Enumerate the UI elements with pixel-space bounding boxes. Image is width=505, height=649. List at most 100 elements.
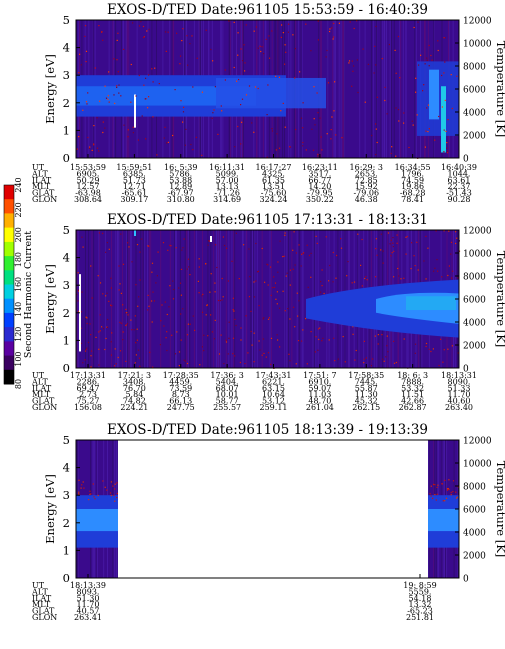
heatmap-speckle bbox=[289, 146, 291, 148]
heatmap-speckle bbox=[317, 20, 319, 22]
heatmap-speckle bbox=[267, 264, 269, 266]
orbit-value: 11.30 bbox=[355, 390, 378, 399]
orbit-value: -65.23 bbox=[407, 607, 433, 616]
heatmap-speckle bbox=[428, 65, 430, 67]
heatmap-speckle bbox=[152, 81, 154, 83]
heatmap-speckle bbox=[207, 335, 209, 337]
heatmap-speckle bbox=[362, 48, 364, 50]
heatmap-speckle bbox=[430, 350, 432, 353]
heatmap-speckle bbox=[255, 242, 257, 245]
heatmap-speckle bbox=[108, 300, 110, 302]
heatmap-speckle bbox=[318, 338, 320, 341]
heatmap-speckle bbox=[271, 128, 273, 130]
heatmap-speckle bbox=[78, 72, 80, 74]
heatmap-speckle bbox=[151, 300, 153, 302]
y-axis-label: Energy [eV] bbox=[43, 264, 57, 334]
heatmap-speckle bbox=[452, 270, 454, 272]
heatmap-speckle bbox=[441, 106, 443, 108]
heatmap-speckle bbox=[122, 331, 124, 333]
heatmap-speckle bbox=[222, 236, 224, 238]
heatmap-speckle bbox=[136, 328, 138, 330]
heatmap-speckle bbox=[176, 331, 178, 333]
heatmap-speckle bbox=[253, 281, 255, 283]
heatmap-speckle bbox=[135, 95, 137, 97]
heatmap-speckle bbox=[151, 271, 153, 273]
colorbar-tick-label: 180 bbox=[14, 252, 23, 267]
heatmap-streak bbox=[207, 230, 209, 368]
heatmap-speckle bbox=[352, 333, 354, 335]
heatmap-speckle bbox=[333, 36, 335, 38]
heatmap-speckle bbox=[387, 351, 389, 353]
heatmap-speckle bbox=[101, 326, 103, 328]
heatmap-speckle bbox=[262, 338, 265, 340]
heatmap-streak bbox=[384, 20, 386, 158]
heatmap-speckle bbox=[225, 339, 227, 341]
orbit-value: 66.77 bbox=[308, 176, 331, 185]
orbit-value: 54.18 bbox=[409, 594, 432, 603]
heatmap-speckle bbox=[102, 131, 104, 134]
heatmap-speckle bbox=[335, 277, 337, 279]
heatmap-speckle bbox=[403, 122, 405, 124]
heatmap-speckle bbox=[287, 308, 289, 310]
heatmap-speckle bbox=[375, 128, 377, 130]
heatmap-speckle bbox=[240, 104, 242, 106]
heatmap-speckle bbox=[244, 62, 246, 64]
heatmap-speckle bbox=[263, 53, 265, 55]
heatmap-speckle bbox=[190, 143, 192, 146]
orbit-value: 17:58:35 bbox=[348, 371, 384, 380]
heatmap-streak bbox=[115, 230, 117, 368]
heatmap-speckle bbox=[148, 74, 150, 76]
heatmap-speckle bbox=[105, 337, 107, 340]
heatmap-speckle bbox=[120, 95, 122, 97]
heatmap-speckle bbox=[447, 348, 449, 350]
heatmap-speckle bbox=[78, 491, 80, 493]
heatmap-speckle bbox=[423, 260, 425, 262]
heatmap-streak bbox=[391, 20, 392, 158]
heatmap-speckle bbox=[179, 282, 182, 284]
heatmap-speckle bbox=[447, 274, 449, 277]
heatmap-speckle bbox=[97, 275, 99, 277]
heatmap-speckle bbox=[205, 29, 207, 31]
heatmap-speckle bbox=[413, 255, 415, 257]
y2-axis-label: Temperature [K] bbox=[494, 461, 505, 558]
heatmap-speckle bbox=[233, 66, 235, 69]
heatmap-speckle bbox=[238, 78, 240, 81]
orbit-value: 50.29 bbox=[77, 176, 100, 185]
orbit-value: 12.89 bbox=[169, 182, 192, 191]
heatmap-speckle bbox=[116, 59, 118, 61]
heatmap-speckle bbox=[279, 147, 281, 149]
heatmap-speckle bbox=[237, 54, 239, 56]
heatmap-streak bbox=[364, 20, 366, 158]
heatmap-speckle bbox=[306, 363, 308, 365]
heatmap-speckle bbox=[443, 129, 445, 131]
heatmap-streak bbox=[296, 230, 298, 368]
heatmap-speckle bbox=[438, 115, 440, 118]
heatmap-speckle bbox=[277, 271, 279, 273]
y2-tick-label: 10000 bbox=[463, 40, 492, 50]
heatmap-speckle bbox=[80, 64, 82, 66]
heatmap-speckle bbox=[443, 37, 445, 39]
heatmap-streak bbox=[386, 20, 387, 158]
heatmap-speckle bbox=[431, 59, 433, 61]
heatmap-speckle bbox=[105, 251, 107, 253]
heatmap-speckle bbox=[405, 253, 407, 255]
heatmap-speckle bbox=[276, 133, 278, 135]
heatmap-speckle bbox=[424, 146, 426, 148]
heatmap-speckle bbox=[354, 359, 356, 361]
heatmap-speckle bbox=[397, 35, 399, 38]
y2-tick-label: 0 bbox=[463, 575, 469, 585]
heatmap-speckle bbox=[139, 279, 141, 281]
orbit-row-label: ALT bbox=[31, 169, 48, 178]
heatmap-speckle bbox=[412, 124, 414, 126]
heatmap-speckle bbox=[450, 74, 452, 76]
y-tick-label: 2 bbox=[63, 516, 70, 530]
orbit-value: 10.64 bbox=[262, 390, 285, 399]
heatmap-speckle bbox=[81, 236, 83, 238]
orbit-value: 262.15 bbox=[352, 403, 380, 412]
orbit-value: 16: 5:39 bbox=[164, 163, 197, 172]
heatmap-speckle bbox=[425, 278, 427, 280]
orbit-value: 58.77 bbox=[216, 397, 239, 406]
heatmap-speckle bbox=[295, 252, 297, 254]
heatmap-speckle bbox=[374, 335, 376, 337]
heatmap-speckle bbox=[88, 147, 90, 149]
